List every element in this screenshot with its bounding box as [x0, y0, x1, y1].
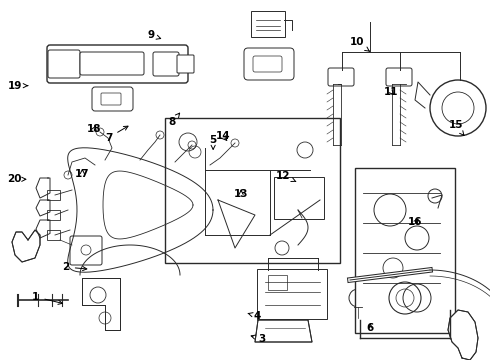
- FancyBboxPatch shape: [244, 48, 294, 80]
- Text: 2: 2: [63, 262, 87, 272]
- Text: 13: 13: [234, 189, 248, 199]
- FancyBboxPatch shape: [253, 56, 282, 72]
- FancyBboxPatch shape: [177, 55, 194, 73]
- FancyBboxPatch shape: [153, 52, 179, 76]
- Polygon shape: [255, 320, 312, 342]
- Text: 3: 3: [251, 334, 266, 344]
- Text: 17: 17: [75, 168, 90, 179]
- FancyBboxPatch shape: [268, 274, 287, 289]
- FancyBboxPatch shape: [47, 210, 59, 220]
- FancyBboxPatch shape: [48, 50, 80, 78]
- Text: 20: 20: [7, 174, 26, 184]
- Bar: [355, 168, 455, 333]
- Text: 15: 15: [448, 120, 464, 135]
- FancyBboxPatch shape: [257, 269, 327, 319]
- Text: 8: 8: [169, 113, 180, 127]
- FancyBboxPatch shape: [47, 230, 59, 239]
- Text: 6: 6: [367, 323, 374, 333]
- Text: 12: 12: [276, 171, 296, 181]
- Text: 16: 16: [408, 217, 423, 228]
- Polygon shape: [82, 278, 120, 330]
- Text: 14: 14: [216, 131, 230, 141]
- FancyBboxPatch shape: [386, 68, 412, 86]
- FancyBboxPatch shape: [47, 45, 188, 83]
- FancyBboxPatch shape: [80, 52, 144, 75]
- FancyBboxPatch shape: [274, 177, 324, 219]
- Text: 5: 5: [210, 135, 217, 149]
- Text: 19: 19: [7, 81, 27, 91]
- FancyBboxPatch shape: [47, 189, 59, 199]
- Text: 18: 18: [87, 124, 101, 134]
- FancyBboxPatch shape: [101, 93, 121, 105]
- Text: 10: 10: [349, 37, 369, 51]
- Text: 9: 9: [147, 30, 161, 40]
- Text: 7: 7: [105, 126, 128, 143]
- Text: 4: 4: [248, 311, 261, 321]
- Bar: [165, 118, 340, 263]
- Text: 1: 1: [32, 292, 62, 304]
- Polygon shape: [448, 310, 478, 360]
- Polygon shape: [12, 230, 40, 262]
- FancyBboxPatch shape: [70, 236, 102, 265]
- FancyBboxPatch shape: [251, 11, 285, 37]
- Text: 11: 11: [384, 87, 398, 97]
- FancyBboxPatch shape: [328, 68, 354, 86]
- FancyBboxPatch shape: [92, 87, 133, 111]
